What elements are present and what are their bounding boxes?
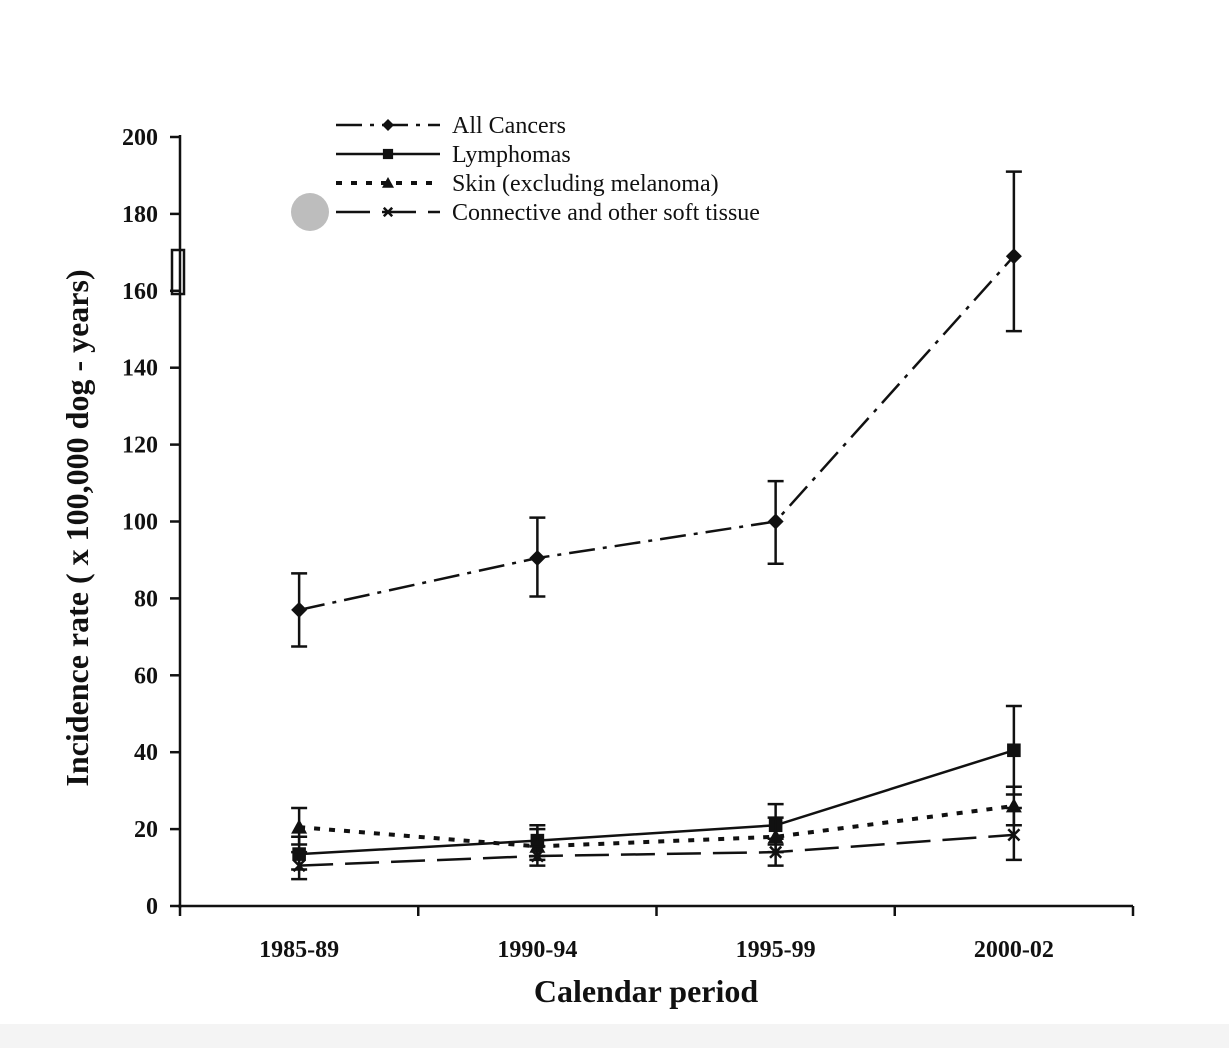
y-tick-label: 180 <box>122 202 158 228</box>
axes: 0 20 40 60 80 100 120 140 160 180 200 1985-89 1990-9… <box>122 125 1135 963</box>
legend-label: Connective and other soft tissue <box>452 200 760 226</box>
y-tick-label: 160 <box>122 279 158 305</box>
series-lymphomas <box>291 704 1022 871</box>
y-axis-title: Incidence rate ( x 100,000 dog - years) <box>59 269 95 786</box>
series-line <box>298 255 1015 612</box>
x-marker <box>530 849 544 863</box>
triangle-marker <box>291 819 308 834</box>
x-marker-stroke <box>292 859 306 873</box>
x-marker-stroke <box>530 849 544 863</box>
y-tick-label: 80 <box>134 586 158 612</box>
triangle-marker <box>382 177 394 188</box>
x-axis-title: Calendar period <box>534 973 759 1009</box>
diamond-marker <box>291 601 308 618</box>
series-layer <box>291 170 1022 881</box>
x-tick-label: 1990-94 <box>497 937 577 963</box>
line-chart: 0 20 40 60 80 100 120 140 160 180 200 1985-89 1990-9… <box>59 113 1135 1009</box>
y-tick-label: 40 <box>134 740 158 766</box>
x-marker-stroke <box>382 206 394 218</box>
legend-item: All Cancers <box>336 113 566 139</box>
series-all-cancers <box>291 170 1022 648</box>
series-line <box>298 804 1015 849</box>
x-tick-label: 2000-02 <box>974 937 1054 963</box>
y-tick-label: 100 <box>122 510 158 536</box>
diamond-marker <box>1005 248 1022 265</box>
axis-bracket-mark <box>170 248 186 296</box>
x-marker <box>382 206 394 218</box>
x-marker <box>292 859 306 873</box>
x-marker <box>769 845 783 859</box>
y-tick-label: 120 <box>122 433 158 459</box>
x-marker-stroke <box>1007 828 1021 842</box>
legend-label: Lymphomas <box>452 142 571 168</box>
legend-item: Connective and other soft tissue <box>336 200 760 226</box>
legend-label: Skin (excluding melanoma) <box>452 171 719 197</box>
bottom-strip <box>0 1024 1229 1048</box>
legend-item: Skin (excluding melanoma) <box>336 171 719 197</box>
legend: All Cancers Lymphomas Skin (excluding mela… <box>336 113 760 226</box>
legend-label: All Cancers <box>452 113 566 139</box>
x-tick-label: 1985-89 <box>259 937 339 963</box>
series-connective-and-other-soft-tissue <box>291 806 1022 881</box>
y-tick-label: 140 <box>122 356 158 382</box>
series-line <box>299 749 1015 856</box>
x-tick-label: 1995-99 <box>736 937 816 963</box>
diamond-marker <box>529 550 546 567</box>
square-marker <box>382 148 394 160</box>
x-marker-stroke <box>769 845 783 859</box>
y-tick-label: 200 <box>122 125 158 151</box>
y-tick-label: 60 <box>134 663 158 689</box>
series-line <box>299 833 1014 867</box>
y-tick-label: 0 <box>146 894 158 920</box>
floating-grey-dot <box>291 193 329 231</box>
diamond-marker <box>382 119 394 131</box>
x-marker <box>1007 828 1021 842</box>
square-marker <box>1007 743 1021 758</box>
y-tick-label: 20 <box>134 817 158 843</box>
diamond-marker <box>767 513 784 530</box>
legend-item: Lymphomas <box>336 142 571 168</box>
chart: 0 20 40 60 80 100 120 140 160 180 200 1985-89 1990-9… <box>59 113 1135 1009</box>
